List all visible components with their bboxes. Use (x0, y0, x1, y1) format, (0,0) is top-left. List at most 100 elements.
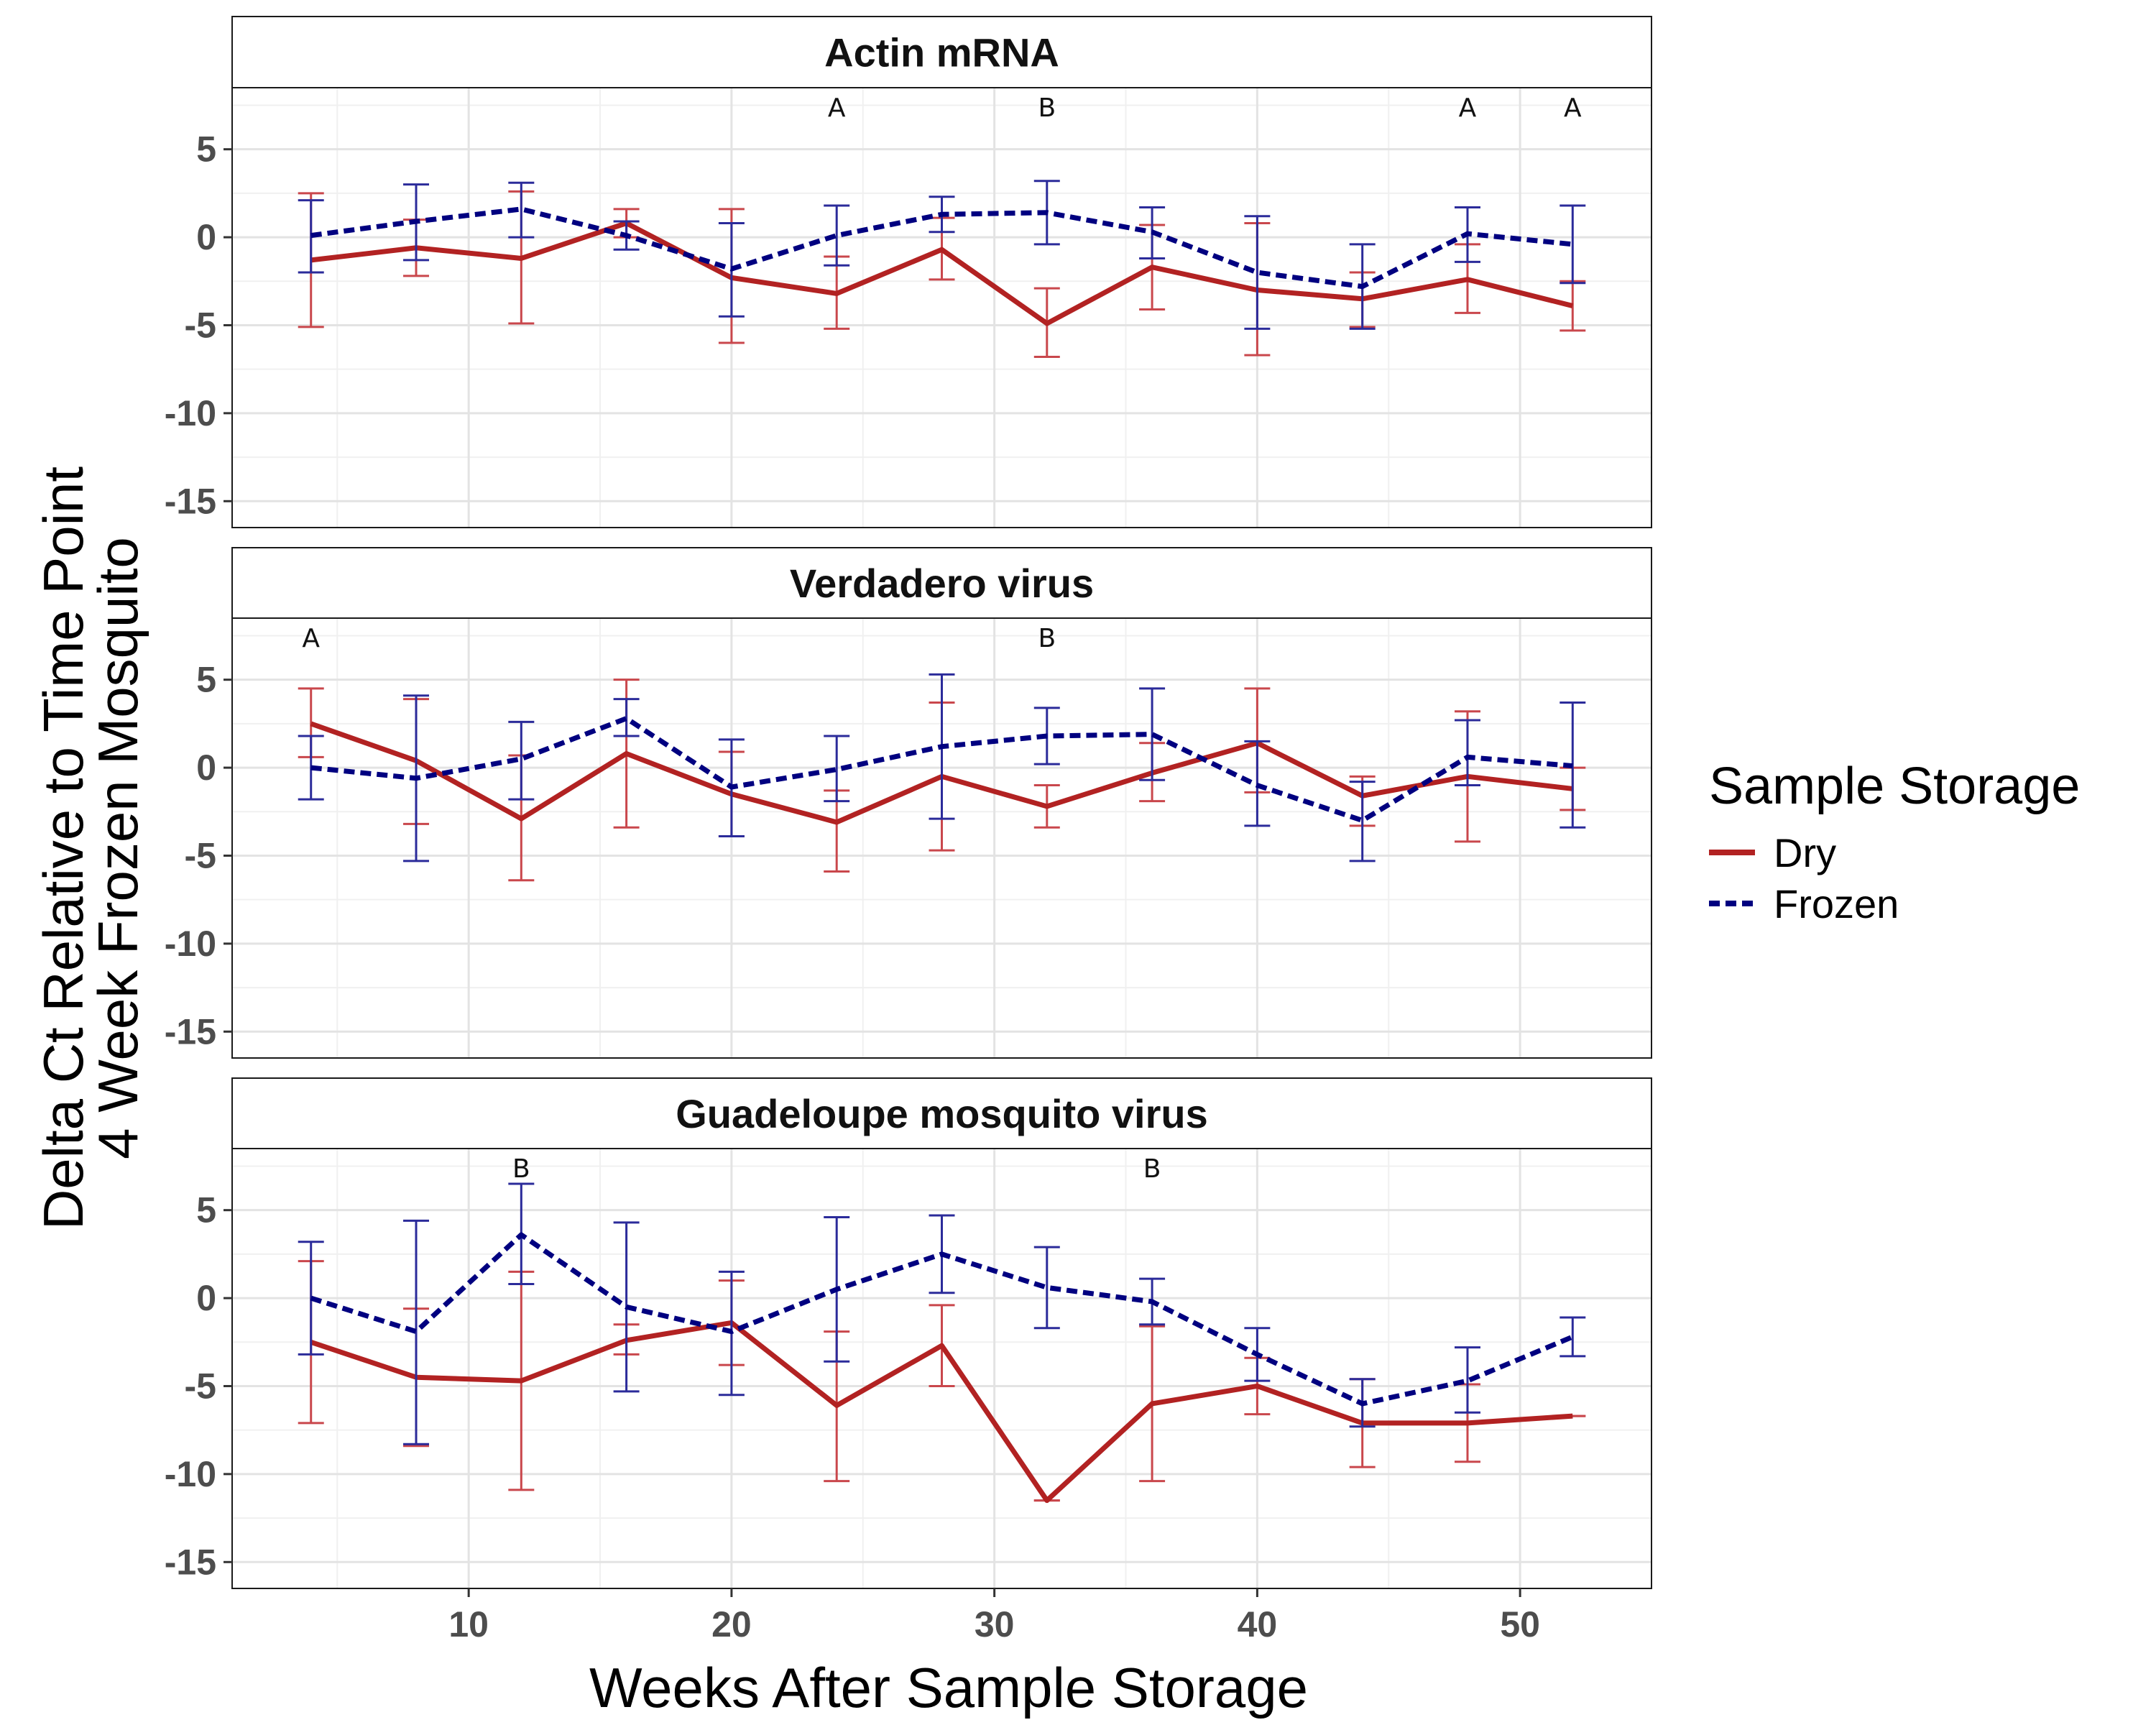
data-point (1361, 1402, 1364, 1405)
error-bar (1454, 719, 1480, 787)
y-tick-label: -15 (165, 1542, 216, 1582)
panel-2: Verdadero virus A B 5 0 -5 -10 -15 (165, 547, 1652, 1059)
data-point (310, 1297, 313, 1300)
data-point (1151, 1300, 1153, 1303)
y-tick-label: 5 (196, 1190, 216, 1230)
significance-label: A (1459, 93, 1477, 123)
y-tick-label: -10 (165, 393, 216, 433)
plot-background (232, 88, 1651, 528)
data-point (1466, 755, 1469, 758)
data-point (941, 1344, 944, 1347)
data-point (1466, 278, 1469, 281)
panel-border (231, 617, 1652, 1059)
error-bar (1349, 781, 1376, 862)
series-line (310, 1232, 1574, 1407)
data-point (1571, 765, 1574, 768)
data-point (1256, 271, 1258, 274)
panels: Actin mRNA A B A A 5 0 -5 -10 -15 Verdadero virus A… (165, 16, 1652, 1589)
legend: Sample Storage Dry Frozen (1709, 758, 2080, 926)
data-point (1046, 211, 1049, 214)
x-tick-label: 30 (975, 1604, 1015, 1644)
data-point (1571, 1335, 1574, 1338)
data-point (520, 817, 522, 820)
error-bar (824, 735, 850, 803)
significance-label: B (1038, 624, 1056, 653)
y-tick-label: -15 (165, 1011, 216, 1052)
x-axis-title: Weeks After Sample Storage (589, 1656, 1308, 1719)
x-axis-ticks: 10 20 30 40 50 (448, 1588, 1540, 1644)
data-point (1571, 243, 1574, 246)
error-bar (824, 204, 850, 267)
series-line (310, 716, 1573, 824)
data-point (941, 248, 944, 251)
legend-title: Sample Storage (1709, 758, 2080, 815)
y-axis-title-line-1: Delta Ct Relative to Time Point (32, 466, 95, 1230)
error-bar (1244, 215, 1271, 330)
y-tick-label: -10 (165, 924, 216, 964)
error-bar (1454, 1346, 1480, 1414)
data-point (941, 213, 944, 216)
error-bar (403, 1219, 430, 1445)
data-point (835, 234, 838, 237)
significance-label: A (302, 624, 320, 653)
y-tick-label: -5 (185, 835, 216, 875)
y-axis-title: Delta Ct Relative to Time Point 4 Week F… (32, 466, 149, 1230)
data-point (941, 745, 944, 748)
data-point (415, 220, 418, 223)
grid (232, 618, 1652, 1058)
data-point (835, 292, 838, 295)
series-line (310, 206, 1573, 290)
data-point (1151, 733, 1153, 736)
y-axis-title-line-2: 4 Week Frozen Mosquito (86, 537, 149, 1159)
data-point (520, 1233, 522, 1236)
data-point (520, 257, 522, 259)
y-tick-label: -15 (165, 481, 216, 521)
data-point (1046, 805, 1049, 808)
data-point (730, 1330, 733, 1333)
data-point (1361, 285, 1364, 288)
y-tick-label: 0 (196, 748, 216, 788)
panel-border (231, 87, 1652, 528)
data-point (1046, 322, 1049, 325)
significance-label: B (1143, 1154, 1161, 1184)
data-point (835, 821, 838, 824)
data-point (730, 786, 733, 788)
error-bar (613, 698, 640, 737)
y-tick-label: -10 (165, 1454, 216, 1494)
y-tick-label: -5 (185, 305, 216, 345)
data-point (1151, 231, 1153, 234)
data-point (1046, 1499, 1049, 1502)
x-tick-label: 40 (1238, 1604, 1278, 1644)
data-point (520, 758, 522, 760)
data-point (1466, 1379, 1469, 1382)
panel-title: Actin mRNA (824, 30, 1059, 75)
x-tick-label: 20 (711, 1604, 752, 1644)
significance-label: B (512, 1154, 530, 1184)
data-point (520, 1379, 522, 1382)
data-point (1151, 1402, 1153, 1405)
y-tick-label: -5 (185, 1366, 216, 1406)
y-tick-label: 0 (196, 1278, 216, 1318)
panel-3: Guadeloupe mosquito virus B B 5 0 -5 -10 -15 (165, 1077, 1652, 1589)
panel-title: Verdadero virus (790, 561, 1094, 606)
data-point (310, 234, 313, 237)
series-frozen (298, 673, 1586, 862)
panel-title: Guadeloupe mosquito virus (676, 1091, 1208, 1136)
data-point (730, 267, 733, 270)
y-axis-ticks: 5 0 -5 -10 -15 (165, 129, 232, 521)
data-point (1046, 1286, 1049, 1289)
data-point (1466, 232, 1469, 235)
data-point (415, 777, 418, 780)
error-bar (1139, 687, 1166, 781)
x-tick-label: 10 (448, 1604, 489, 1644)
data-point (1571, 305, 1574, 308)
error-bar (1033, 1246, 1060, 1330)
strip-background (231, 547, 1652, 619)
strip-background (231, 16, 1652, 88)
data-point (625, 717, 628, 720)
data-point (1256, 1384, 1258, 1387)
data-point (835, 1288, 838, 1291)
data-point (1151, 266, 1153, 269)
data-point (1361, 819, 1364, 822)
